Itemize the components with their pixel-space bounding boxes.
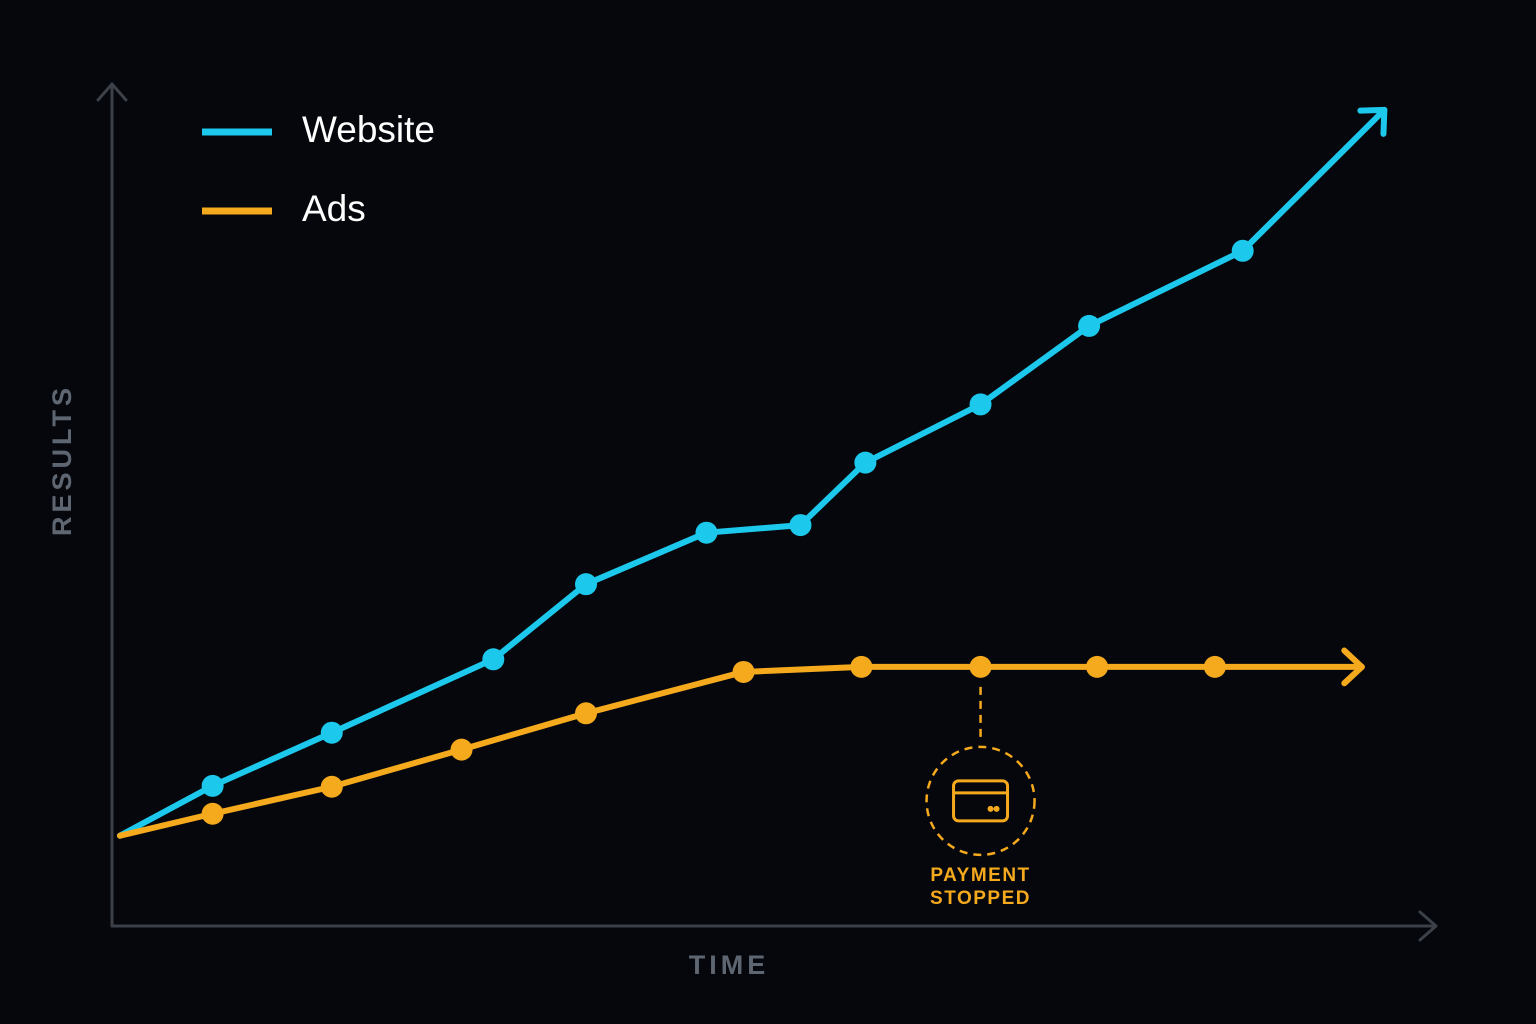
card-dot bbox=[987, 805, 994, 812]
data-point bbox=[789, 514, 812, 537]
annotation-ring bbox=[925, 745, 1036, 857]
data-point bbox=[1078, 314, 1101, 337]
card-icon bbox=[952, 779, 1010, 823]
arrowhead bbox=[1341, 647, 1365, 687]
data-point bbox=[201, 774, 224, 797]
x-axis-label: TIME bbox=[689, 950, 770, 980]
data-point bbox=[695, 521, 718, 544]
annotation-text: STOPPED bbox=[930, 888, 1031, 909]
data-point bbox=[320, 721, 343, 744]
data-point bbox=[574, 573, 597, 596]
data-point bbox=[850, 655, 873, 678]
data-point bbox=[450, 738, 473, 761]
annotation-text: PAYMENT bbox=[930, 865, 1030, 886]
arrowhead bbox=[1357, 106, 1388, 137]
card-dot bbox=[993, 805, 1000, 812]
data-point bbox=[201, 802, 224, 825]
data-point bbox=[969, 655, 992, 678]
legend-label: Ads bbox=[302, 188, 366, 229]
data-point bbox=[732, 660, 755, 683]
data-point bbox=[1203, 655, 1226, 678]
data-point bbox=[320, 775, 343, 798]
data-point bbox=[574, 702, 597, 725]
data-point bbox=[1086, 655, 1109, 678]
data-point bbox=[854, 451, 877, 474]
y-axis bbox=[96, 82, 128, 928]
data-point bbox=[1231, 239, 1254, 262]
data-point bbox=[482, 648, 505, 671]
y-axis-label: RESULTS bbox=[47, 384, 77, 536]
legend-label: Website bbox=[302, 109, 435, 150]
series-line bbox=[116, 106, 1388, 839]
data-point bbox=[969, 393, 992, 416]
x-axis bbox=[110, 910, 1438, 942]
